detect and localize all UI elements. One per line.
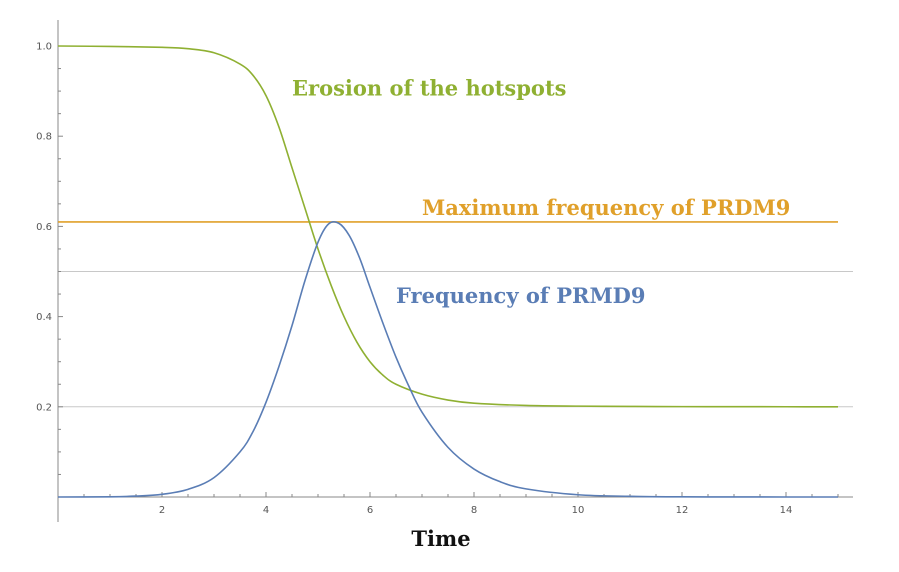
x-tick-label: 8 xyxy=(471,505,477,516)
x-axis-title: Time xyxy=(411,526,470,551)
annotation-label: Erosion of the hotspots xyxy=(292,76,566,101)
y-tick-label: 0.2 xyxy=(36,402,52,413)
annotation-label: Frequency of PRMD9 xyxy=(396,283,646,308)
y-tick-label: 0.8 xyxy=(36,132,52,143)
x-tick-label: 4 xyxy=(263,505,269,516)
annotation-label: Maximum frequency of PRDM9 xyxy=(422,195,790,220)
y-tick-label: 0.6 xyxy=(36,222,52,233)
x-tick-label: 12 xyxy=(676,505,689,516)
x-tick-label: 6 xyxy=(367,505,373,516)
x-tick-label: 10 xyxy=(572,505,585,516)
series-line-erosion-of-the-hotspots xyxy=(57,45,839,408)
ticks: 2 4 6 8 10 12 14 0.2 0.4 0.6 0.8 1.0 xyxy=(36,42,839,516)
y-tick-label: 0.4 xyxy=(36,312,52,323)
x-tick-label: 14 xyxy=(780,505,793,516)
x-tick-label: 2 xyxy=(159,505,165,516)
annotations: Erosion of the hotspots Maximum frequency… xyxy=(292,76,790,308)
y-tick-label: 1.0 xyxy=(36,42,52,53)
series-line-frequency-of-prmd9 xyxy=(57,221,839,498)
series-lines xyxy=(57,45,839,498)
